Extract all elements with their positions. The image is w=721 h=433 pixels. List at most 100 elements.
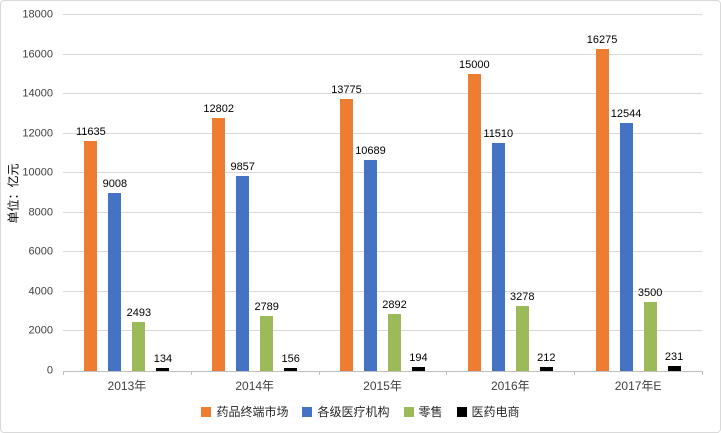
bar-value-label: 12544 xyxy=(610,107,642,120)
bar-value-label: 2493 xyxy=(126,306,152,319)
y-tick-label: 8000 xyxy=(28,206,53,219)
bar xyxy=(212,117,226,371)
legend-item: 各级医疗机构 xyxy=(302,403,390,420)
legend-item: 药品终端市场 xyxy=(201,403,288,420)
bar xyxy=(108,192,122,371)
bar-group: 13775 10689 2892 194 xyxy=(319,15,447,371)
legend-label: 药品终端市场 xyxy=(216,405,289,419)
bar-slot: 3500 xyxy=(638,15,662,371)
x-axis-label: 2017年E xyxy=(614,379,662,393)
bar-group: 15000 11510 3278 212 xyxy=(446,15,574,371)
legend-item: 零售 xyxy=(403,403,443,420)
gridline xyxy=(63,93,702,95)
x-tick-mark xyxy=(574,371,576,375)
x-axis-label: 2014年 xyxy=(235,379,275,393)
bar xyxy=(156,368,170,371)
bar-slot: 9857 xyxy=(230,15,255,371)
y-axis-ticks: 0 2000 4000 6000 8000 10000 12000 14000 16000 180… xyxy=(21,9,59,376)
bar xyxy=(339,98,353,371)
bar-slot: 15000 xyxy=(459,15,490,371)
y-tick-label: 10000 xyxy=(22,166,53,179)
bar-slot: 156 xyxy=(282,15,300,371)
bar xyxy=(284,367,298,371)
gridline xyxy=(63,172,702,174)
x-axis-labels: 2013年 2014年 2015年 2016年 2017年E xyxy=(63,377,702,394)
bar-value-label: 9857 xyxy=(230,161,255,174)
bar-slot: 10689 xyxy=(355,15,386,371)
bar-value-label: 15000 xyxy=(458,59,490,72)
bar-slot: 231 xyxy=(664,15,684,371)
x-tick-mark xyxy=(702,371,703,375)
bar-value-label: 2789 xyxy=(254,300,279,313)
y-tick-label: 6000 xyxy=(28,245,53,258)
bar-group: 11635 9008 2493 134 xyxy=(63,15,191,371)
bar xyxy=(619,122,633,371)
y-tick-label: 0 xyxy=(46,364,53,377)
bar-value-label: 134 xyxy=(153,353,173,366)
y-axis-title-wrap: 单位：亿元 xyxy=(3,15,23,371)
bar-value-label: 13775 xyxy=(331,83,362,96)
y-tick-label: 16000 xyxy=(22,48,53,61)
plot-area: 11635 9008 2493 134 12802 9857 2789 156 13775 106… xyxy=(63,14,703,375)
bar-value-label: 3278 xyxy=(510,291,535,304)
y-tick-label: 18000 xyxy=(22,8,53,21)
bar-groups: 11635 9008 2493 134 12802 9857 2789 156 13775 106… xyxy=(63,15,702,371)
x-axis-label: 2015年 xyxy=(363,379,402,393)
bar-value-label: 3500 xyxy=(637,286,663,299)
bar xyxy=(595,49,609,371)
gridline xyxy=(63,53,702,55)
x-axis-tick-marks xyxy=(63,371,703,375)
bar-slot: 194 xyxy=(409,15,428,371)
gridline xyxy=(63,290,702,292)
bar-slot: 2493 xyxy=(127,15,151,371)
bar-value-label: 16275 xyxy=(586,34,618,47)
y-tick-label: 14000 xyxy=(22,87,53,100)
gridline xyxy=(63,251,702,253)
bar-value-label: 11635 xyxy=(76,125,106,138)
bar-value-label: 9008 xyxy=(102,177,128,190)
gridline xyxy=(63,132,702,134)
y-tick-label: 4000 xyxy=(28,285,53,298)
legend-label: 各级医疗机构 xyxy=(317,405,390,419)
bar-value-label: 12802 xyxy=(203,102,234,115)
bar-group: 16275 12544 3500 231 xyxy=(574,15,702,371)
bar-slot: 12802 xyxy=(203,15,234,371)
bar-slot: 13775 xyxy=(331,15,362,371)
bar-slot: 3278 xyxy=(510,15,535,371)
bar-slot: 11635 xyxy=(76,15,106,371)
legend-swatch xyxy=(403,406,414,417)
bar-slot: 9008 xyxy=(103,15,127,371)
bar xyxy=(411,367,425,371)
bar-group: 12802 9857 2789 156 xyxy=(191,15,319,371)
bar xyxy=(363,159,377,371)
bar xyxy=(84,140,98,371)
bar xyxy=(236,176,250,371)
bar xyxy=(491,143,505,371)
bar-value-label: 11510 xyxy=(483,128,514,141)
bar-slot: 12544 xyxy=(611,15,641,371)
legend-swatch xyxy=(456,406,467,417)
x-tick-mark xyxy=(446,371,448,375)
legend-swatch xyxy=(302,406,313,417)
bar xyxy=(667,366,681,371)
bar xyxy=(539,366,553,371)
x-axis-label: 2013年 xyxy=(107,379,147,393)
bar xyxy=(515,306,529,371)
y-tick-label: 12000 xyxy=(22,127,53,140)
gridline xyxy=(63,211,702,213)
legend: 药品终端市场 各级医疗机构 零售 医药电商 xyxy=(1,403,720,420)
bar xyxy=(132,321,146,371)
bar xyxy=(387,313,401,371)
bar-slot: 16275 xyxy=(587,15,617,371)
x-axis-label: 2016年 xyxy=(490,379,530,393)
x-tick-mark xyxy=(190,371,192,375)
bar-slot: 2892 xyxy=(382,15,407,371)
legend-swatch xyxy=(201,406,212,417)
bar-value-label: 194 xyxy=(409,352,428,365)
bar xyxy=(643,301,657,371)
bar-value-label: 212 xyxy=(537,351,556,364)
bar-value-label: 231 xyxy=(664,351,684,364)
bar-slot: 11510 xyxy=(483,15,513,371)
bar-slot: 212 xyxy=(537,15,556,371)
